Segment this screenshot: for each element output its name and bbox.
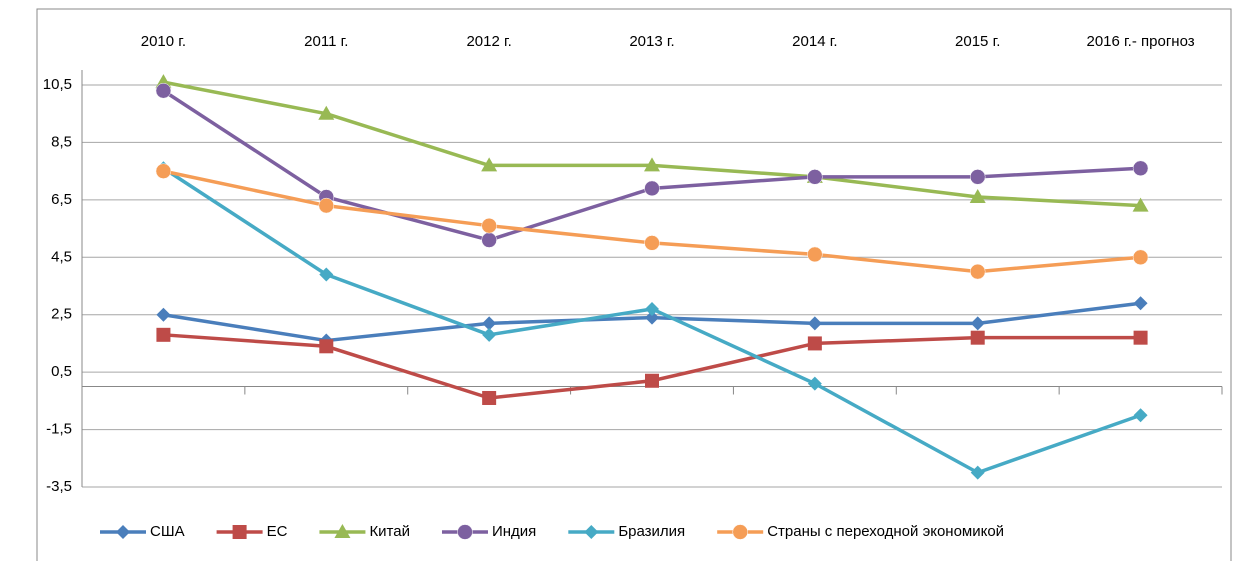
data-point (645, 373, 659, 388)
data-point (318, 197, 335, 214)
data-point (482, 390, 497, 405)
data-point (1132, 160, 1149, 177)
data-point (807, 376, 822, 391)
legend-swatch-marker (334, 524, 351, 538)
data-point (318, 105, 335, 120)
legend-swatch-marker (457, 524, 473, 540)
x-tick-label: 2012 г. (466, 33, 511, 50)
data-point (1133, 330, 1148, 345)
data-point (969, 169, 986, 185)
data-point (1132, 249, 1149, 266)
data-point (970, 316, 985, 331)
data-point (481, 217, 497, 234)
legend-item: Страны с переходной экономикой (717, 523, 1004, 540)
legend-swatch-marker (732, 524, 748, 540)
data-point (969, 188, 986, 203)
y-tick-label: 6,5 (51, 191, 72, 208)
legend-label: США (150, 523, 185, 540)
legend-label: Индия (492, 523, 536, 540)
data-point (807, 246, 823, 263)
data-point (645, 310, 659, 325)
data-point (807, 316, 822, 331)
chart-border (36, 8, 1232, 561)
legend-item: Бразилия (568, 523, 685, 540)
y-tick-label: 4,5 (51, 248, 72, 265)
data-point (645, 301, 659, 316)
y-tick-label: 10,5 (43, 76, 72, 93)
legend-swatch-marker (232, 525, 247, 539)
x-tick-label: 2013 г. (629, 33, 674, 50)
x-tick-label: 2014 г. (792, 33, 837, 50)
data-point (1133, 408, 1148, 423)
y-tick-label: 2,5 (51, 306, 72, 323)
data-point (969, 263, 986, 280)
series-line (163, 333, 1141, 400)
data-point (481, 232, 497, 248)
y-tick-label: 0,5 (51, 363, 72, 380)
data-point (319, 339, 334, 354)
data-point (482, 327, 497, 342)
data-point (644, 180, 660, 197)
data-point (807, 169, 823, 185)
data-point (156, 327, 171, 342)
x-tick-label: 2011 г. (304, 33, 348, 50)
data-point (1132, 197, 1149, 212)
data-point (155, 82, 172, 99)
data-point (807, 336, 822, 351)
data-point (1133, 296, 1148, 311)
data-point (644, 235, 660, 251)
legend-swatch-marker (584, 525, 599, 539)
data-point (319, 267, 334, 282)
y-tick-label: -3,5 (46, 478, 72, 495)
legend-swatch-marker (116, 525, 130, 539)
x-tick-label: 2016 г.- прогноз (1087, 33, 1195, 50)
legend-item: Китай (319, 523, 410, 540)
data-point (970, 465, 985, 480)
data-point (644, 157, 660, 172)
legend-item: ЕС (216, 523, 288, 540)
legend-item: США (100, 523, 185, 540)
legend-label: Бразилия (618, 523, 685, 540)
legend-label: Китай (369, 523, 410, 540)
legend-item: Индия (441, 523, 536, 540)
data-point (482, 316, 497, 331)
x-tick-label: 2015 г. (955, 33, 1000, 50)
data-point (481, 157, 498, 172)
x-tick-label: 2010 г. (141, 33, 186, 50)
y-tick-label: 8,5 (51, 133, 72, 150)
data-point (156, 307, 171, 322)
legend-label: ЕС (267, 523, 288, 540)
legend-label: Страны с переходной экономикой (767, 523, 1004, 540)
data-point (155, 163, 172, 179)
y-tick-label: -1,5 (46, 421, 72, 438)
data-point (970, 330, 985, 345)
